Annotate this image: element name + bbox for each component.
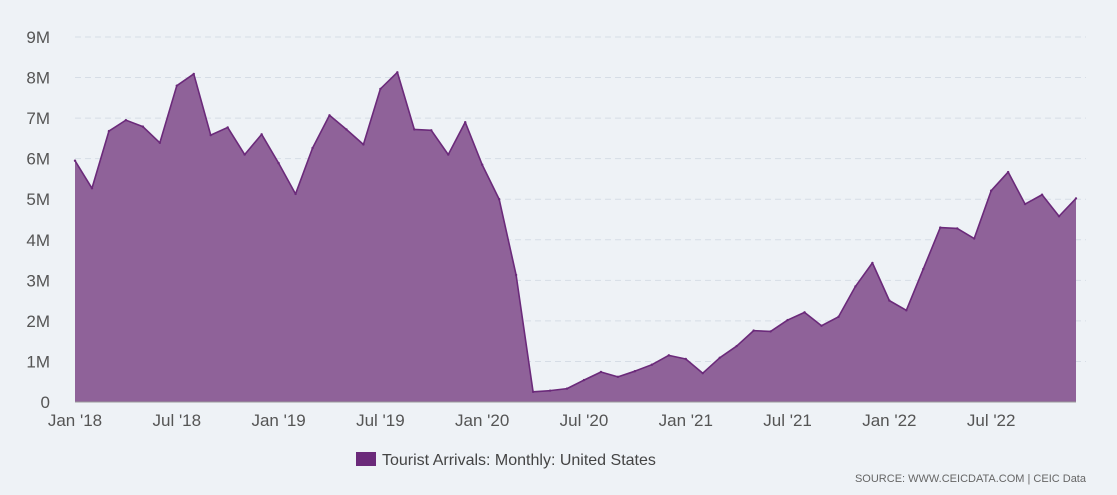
data-point[interactable] [209, 133, 212, 137]
data-point[interactable] [803, 311, 806, 314]
y-tick-label: 9M [26, 28, 50, 47]
legend[interactable]: Tourist Arrivals: Monthly: United States [356, 452, 656, 469]
y-tick-label: 8M [26, 69, 50, 88]
x-tick-label: Jan '18 [48, 411, 102, 430]
series-area[interactable] [75, 72, 1076, 402]
data-point[interactable] [277, 161, 280, 165]
data-point[interactable] [497, 198, 501, 201]
data-point[interactable] [1057, 215, 1061, 218]
y-tick-label: 0 [41, 393, 50, 412]
data-point[interactable] [73, 159, 77, 162]
data-point[interactable] [735, 344, 738, 348]
y-tick-label: 6M [26, 150, 50, 169]
data-point[interactable] [1074, 197, 1078, 200]
series-area-group [73, 71, 1078, 403]
data-point[interactable] [616, 375, 620, 379]
data-point[interactable] [820, 324, 823, 327]
data-point[interactable] [989, 189, 993, 192]
data-point[interactable] [396, 71, 399, 74]
x-axis: Jan '18 Jul '18 Jan '19 Jul '19 Jan '20 Jul '… [48, 411, 1016, 430]
data-point[interactable] [871, 261, 874, 265]
data-point[interactable] [124, 118, 128, 122]
legend-swatch[interactable] [356, 452, 376, 466]
x-tick-label: Jul '20 [560, 411, 609, 430]
data-point[interactable] [548, 389, 552, 392]
data-point[interactable] [582, 378, 586, 382]
data-point[interactable] [837, 315, 840, 319]
data-point[interactable] [328, 114, 331, 117]
data-point[interactable] [243, 153, 246, 156]
data-point[interactable] [362, 143, 365, 146]
data-point[interactable] [565, 387, 569, 390]
x-tick-label: Jul '21 [763, 411, 812, 430]
data-point[interactable] [1040, 193, 1044, 196]
y-tick-label: 5M [26, 190, 50, 209]
x-tick-label: Jan '20 [455, 411, 509, 430]
data-point[interactable] [141, 125, 145, 128]
data-point[interactable] [311, 146, 314, 150]
data-point[interactable] [447, 153, 450, 156]
data-point[interactable] [531, 390, 535, 394]
data-point[interactable] [667, 354, 671, 357]
data-point[interactable] [973, 237, 976, 240]
data-point[interactable] [599, 370, 603, 374]
series-line[interactable] [74, 71, 1077, 393]
data-point[interactable] [650, 363, 654, 366]
source-credit: SOURCE: WWW.CEICDATA.COM | CEIC Data [855, 473, 1087, 485]
x-tick-label: Jan '19 [251, 411, 305, 430]
data-point[interactable] [480, 163, 484, 166]
data-point[interactable] [888, 299, 891, 302]
data-point[interactable] [90, 187, 94, 190]
data-point[interactable] [1006, 170, 1010, 174]
y-tick-label: 7M [26, 109, 50, 128]
data-point[interactable] [158, 141, 162, 145]
x-tick-label: Jan '22 [862, 411, 916, 430]
data-point[interactable] [260, 133, 263, 136]
legend-label[interactable]: Tourist Arrivals: Monthly: United States [382, 452, 656, 469]
data-point[interactable] [294, 192, 297, 196]
x-tick-label: Jul '19 [356, 411, 405, 430]
y-axis: 0 1M 2M 3M 4M 5M 6M 7M 8M 9M [26, 28, 50, 412]
data-point[interactable] [413, 128, 416, 131]
x-tick-label: Jul '22 [967, 411, 1016, 430]
y-tick-label: 4M [26, 231, 50, 250]
data-point[interactable] [514, 273, 518, 277]
data-point[interactable] [939, 226, 942, 229]
data-point[interactable] [175, 84, 178, 87]
data-point[interactable] [956, 227, 959, 230]
data-point[interactable] [752, 329, 755, 332]
data-point[interactable] [786, 318, 789, 322]
y-tick-label: 1M [26, 352, 50, 371]
data-point[interactable] [701, 372, 704, 375]
data-point[interactable] [905, 309, 908, 312]
data-point[interactable] [1023, 202, 1027, 206]
data-point[interactable] [192, 72, 195, 76]
data-point[interactable] [769, 330, 772, 333]
data-point[interactable] [684, 357, 687, 361]
y-tick-label: 2M [26, 312, 50, 331]
data-point[interactable] [226, 126, 229, 129]
data-point[interactable] [107, 129, 111, 133]
data-point[interactable] [633, 369, 637, 373]
data-point[interactable] [718, 356, 721, 359]
x-tick-label: Jul '18 [152, 411, 201, 430]
y-tick-label: 3M [26, 271, 50, 290]
data-point[interactable] [379, 87, 382, 91]
data-point[interactable] [430, 129, 433, 132]
data-point[interactable] [922, 267, 925, 271]
x-tick-label: Jan '21 [659, 411, 713, 430]
data-point[interactable] [464, 120, 467, 124]
data-point[interactable] [854, 285, 857, 288]
data-point[interactable] [345, 128, 348, 131]
